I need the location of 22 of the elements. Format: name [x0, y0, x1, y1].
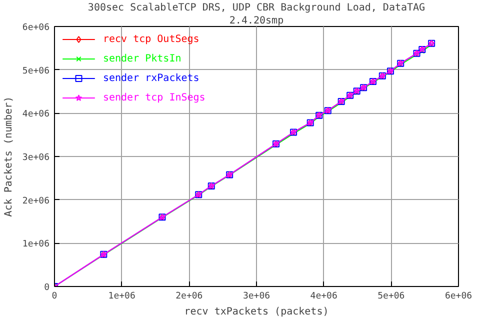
x-tick-label: 4e+06 — [310, 292, 338, 302]
y-tick-label: 5e+06 — [22, 66, 50, 76]
x-tick-label: 1e+06 — [108, 292, 136, 302]
y-tick-label: 6e+06 — [22, 23, 50, 33]
x-axis-title: recv txPackets (packets) — [184, 306, 329, 318]
chart-subtitle: 2.4.20smp — [229, 16, 284, 26]
y-tick-label: 2e+06 — [22, 196, 50, 206]
y-tick-label: 3e+06 — [22, 153, 50, 163]
y-axis-title: Ack Packets (number) — [3, 96, 14, 217]
x-tick-label: 5e+06 — [378, 292, 405, 302]
x-tick-label: 0 — [52, 292, 58, 302]
y-tick-label: 0 — [44, 283, 50, 293]
chart-title: 300sec ScalableTCP DRS, UDP CBR Background Load, DataTAG — [88, 2, 426, 14]
x-tick-label: 3e+06 — [242, 292, 270, 302]
y-tick-label: 4e+06 — [22, 110, 50, 120]
x-tick-label: 6e+06 — [444, 292, 472, 302]
x-tick-label: 2e+06 — [176, 292, 203, 302]
legend-label: sender tcp InSegs — [102, 92, 206, 104]
legend-label: sender rxPackets — [102, 73, 200, 84]
legend-label: recv tcp OutSegs — [102, 34, 200, 45]
legend-label: sender PktsIn — [102, 54, 182, 64]
y-tick-label: 1e+06 — [22, 240, 50, 250]
